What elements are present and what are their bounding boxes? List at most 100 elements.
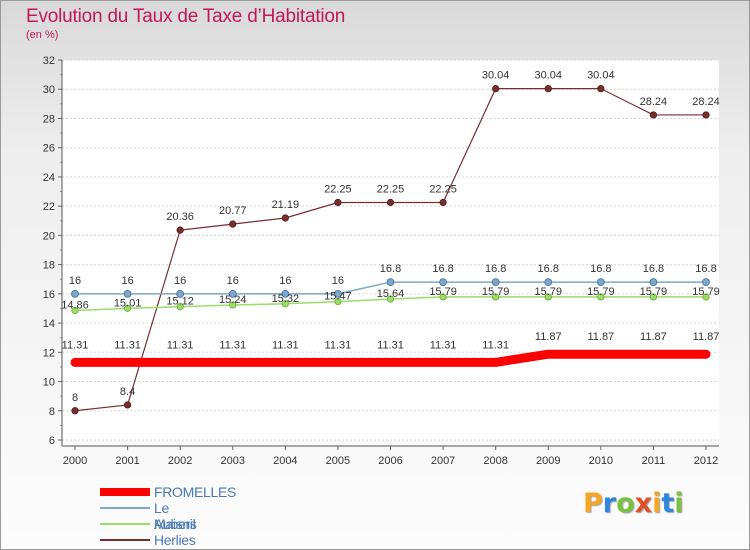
data-label: 16.8	[590, 263, 611, 275]
data-point	[597, 293, 605, 301]
data-label: 16	[121, 275, 133, 287]
y-tick-label: 28	[43, 113, 55, 125]
data-label: 28.24	[640, 96, 668, 108]
data-point	[71, 289, 79, 298]
data-label: 11.31	[325, 339, 352, 351]
data-label: 16.8	[432, 263, 453, 275]
x-tick-label: 2011	[642, 455, 666, 467]
legend-label: Herlies	[154, 532, 196, 548]
x-tick-label: 2012	[694, 455, 718, 467]
y-tick-label: 10	[43, 377, 55, 389]
y-tick-label: 12	[43, 347, 55, 359]
x-tick-label: 2008	[483, 455, 507, 467]
data-point	[281, 289, 290, 298]
data-label: 16.8	[485, 263, 506, 275]
data-label: 15.24	[219, 294, 247, 306]
data-label: 11.87	[535, 331, 562, 343]
y-tick-label: 14	[43, 318, 55, 330]
logo-letter: o	[616, 488, 635, 519]
logo-letter: r	[602, 488, 617, 519]
data-point	[386, 198, 395, 207]
legend-label: Le Maisnil	[154, 500, 196, 532]
data-point	[649, 111, 658, 119]
data-label: 15.79	[587, 286, 615, 298]
data-point	[123, 401, 132, 409]
y-tick-label: 6	[49, 435, 55, 447]
data-label: 20.77	[219, 205, 247, 217]
data-label: 11.31	[219, 339, 246, 351]
data-label: 22.25	[377, 184, 405, 196]
data-point	[596, 278, 605, 287]
logo-letter: t	[661, 488, 675, 519]
y-tick-label: 32	[43, 55, 55, 67]
x-tick-label: 2009	[536, 455, 560, 467]
data-label: 15.64	[377, 288, 405, 300]
data-point	[176, 226, 184, 234]
data-label: 16	[174, 275, 186, 287]
data-label: 11.31	[114, 339, 141, 351]
data-point	[334, 289, 342, 298]
data-label: 16.8	[380, 263, 401, 275]
data-label: 20.36	[166, 211, 194, 223]
data-point	[281, 214, 289, 222]
data-label: 11.31	[272, 339, 299, 351]
data-label: 16	[69, 275, 81, 287]
legend-swatch	[100, 507, 150, 509]
proxiti-logo: Proxiti	[583, 488, 684, 519]
legend-label: Aubers	[154, 516, 197, 532]
data-point	[439, 278, 447, 287]
legend-swatch	[100, 539, 150, 541]
data-point	[334, 297, 342, 306]
data-label: 15.79	[692, 286, 720, 298]
data-point	[386, 295, 395, 303]
y-tick-label: 26	[43, 143, 55, 155]
logo-letter: i	[674, 488, 684, 519]
x-tick-label: 2004	[273, 455, 297, 467]
data-point	[439, 198, 447, 207]
data-label: 15.47	[324, 291, 352, 303]
data-label: 11.31	[167, 339, 194, 351]
y-tick-label: 18	[43, 260, 55, 272]
x-tick-label: 2007	[431, 455, 455, 467]
data-label: 16	[332, 275, 344, 287]
data-point	[544, 85, 552, 93]
data-label: 15.32	[272, 293, 300, 305]
data-label: 16	[227, 275, 239, 287]
data-point	[649, 293, 658, 301]
y-tick-label: 8	[49, 406, 55, 418]
data-point	[176, 289, 185, 298]
x-tick-label: 2003	[221, 455, 245, 467]
data-point	[123, 289, 132, 298]
data-label: 11.87	[587, 331, 614, 343]
data-label: 16.8	[643, 263, 664, 275]
data-point	[439, 293, 447, 301]
data-label: 11.31	[430, 339, 457, 351]
y-tick-label: 16	[43, 289, 55, 301]
data-point	[229, 220, 237, 228]
data-label: 16.8	[695, 263, 716, 275]
data-point	[123, 304, 132, 312]
logo-letter: P	[583, 488, 603, 519]
data-point	[71, 306, 79, 315]
data-point	[228, 289, 237, 298]
x-tick-label: 2000	[63, 455, 87, 467]
legend-swatch	[100, 523, 150, 525]
data-label: 8	[72, 392, 78, 404]
data-label: 15.79	[534, 286, 562, 298]
y-tick-label: 20	[43, 230, 55, 242]
data-point	[544, 293, 552, 301]
y-tick-label: 22	[43, 201, 55, 213]
data-point	[71, 407, 79, 415]
data-point	[597, 85, 605, 93]
data-label: 11.87	[640, 331, 667, 343]
data-label: 11.31	[62, 339, 89, 351]
chart-unit: (en %)	[26, 29, 59, 41]
data-label: 16	[279, 275, 291, 287]
x-tick-label: 2001	[115, 455, 139, 467]
legend-label: FROMELLES	[154, 484, 237, 500]
data-label: 14.86	[61, 300, 89, 312]
legend-swatch	[100, 488, 150, 496]
x-tick-label: 2006	[378, 455, 402, 467]
data-label: 11.31	[377, 339, 404, 351]
data-point	[386, 278, 395, 287]
